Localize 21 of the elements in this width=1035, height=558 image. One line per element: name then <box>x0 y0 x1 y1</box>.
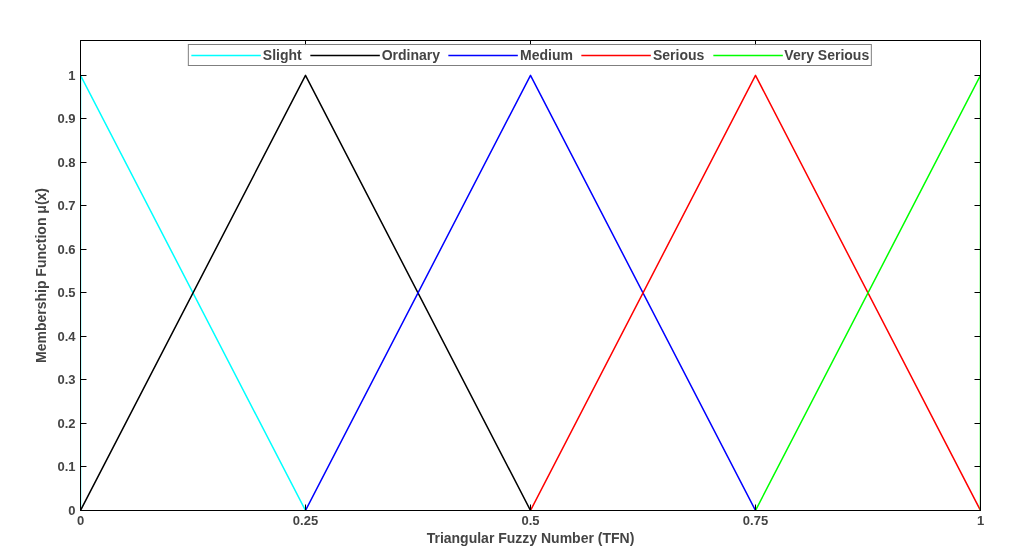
y-tick-label: 0.7 <box>57 198 76 214</box>
legend-label: Ordinary <box>381 47 441 63</box>
y-tick-label: 0.2 <box>57 415 76 431</box>
y-tick-label: 0.1 <box>57 459 76 475</box>
x-axis-title: Triangular Fuzzy Number (TFN) <box>426 529 635 546</box>
legend-label: Serious <box>652 47 705 63</box>
y-tick-label: 0.6 <box>57 241 76 257</box>
y-tick-label: 0.9 <box>57 111 76 127</box>
x-tick-label: 1 <box>976 512 985 528</box>
legend-label: Slight <box>262 47 302 63</box>
y-tick-label: 1 <box>68 67 76 83</box>
y-tick-label: 0.4 <box>57 328 77 344</box>
y-axis-title: Membership Function μ(x) <box>33 187 50 364</box>
x-tick-label: 0.5 <box>521 512 540 528</box>
x-tick-label: 0.75 <box>742 512 769 528</box>
legend-label: Very Serious <box>784 47 870 63</box>
series-label: Medium <box>520 47 573 63</box>
y-tick-label: 0.8 <box>57 154 76 170</box>
y-tick-label: 0.5 <box>57 285 76 301</box>
x-tick-label: 0.25 <box>292 512 319 528</box>
y-tick-label: 0.3 <box>57 372 76 388</box>
